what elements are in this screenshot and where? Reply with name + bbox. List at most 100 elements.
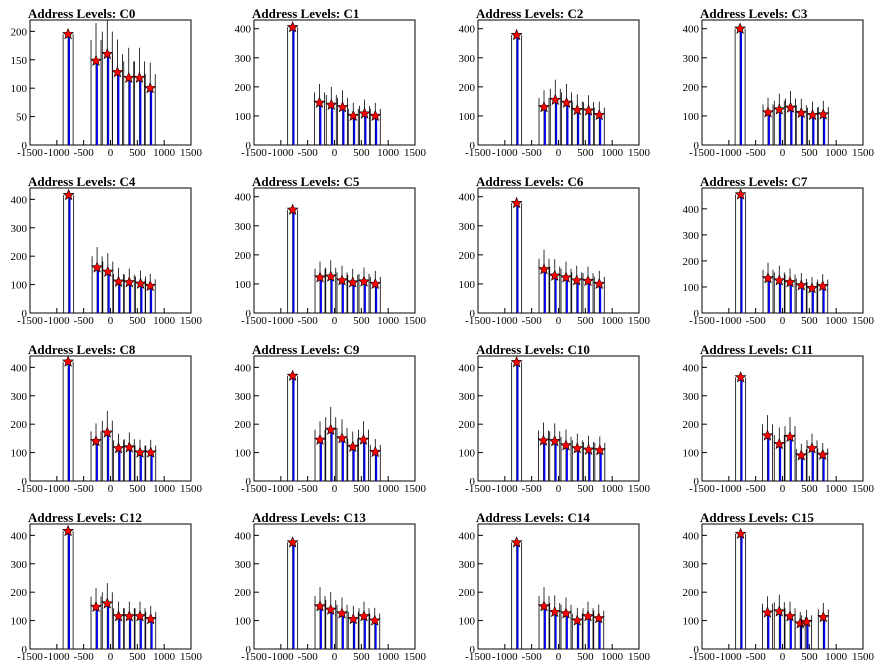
x-tick-label: -1000 [492, 483, 518, 495]
x-tick-label: 1000 [601, 315, 624, 327]
peak-star-marker [101, 265, 114, 277]
x-tick-label: 500 [577, 483, 594, 495]
x-tick-label: 1500 [628, 315, 651, 327]
peak-star-marker [314, 271, 327, 283]
y-tick-label: 0 [470, 476, 476, 488]
x-tick-label: 500 [129, 315, 146, 327]
peak-star-marker [112, 275, 125, 287]
y-tick-label: 100 [11, 280, 28, 292]
y-tick-label: 400 [459, 192, 476, 204]
peak-star-marker [806, 281, 819, 294]
plot-frame [701, 523, 864, 650]
peak-star-marker [582, 104, 595, 116]
x-tick-label: -1500 [17, 315, 43, 327]
y-tick-label: 100 [235, 279, 252, 291]
histogram-panel: Address Levels: C13 0 100 200 300 400 -1500 -10… [224, 504, 448, 672]
peak-star-marker [800, 615, 813, 628]
y-tick-label: 100 [11, 616, 28, 628]
histogram-panel: Address Levels: C9 0 100 200 300 400 -1500 -100… [224, 336, 448, 504]
peak-star-marker [336, 607, 349, 619]
y-tick-label: 100 [459, 448, 476, 460]
x-tick-label: -1500 [465, 651, 491, 663]
y-tick-label: 300 [235, 559, 252, 571]
x-tick-label: 1000 [825, 651, 848, 663]
peak-star-marker [538, 100, 551, 113]
y-tick-label: 400 [235, 24, 252, 36]
x-tick-label: 0 [332, 147, 338, 159]
histogram-panel: Address Levels: C12 0 100 200 300 400 -1500 -10… [0, 504, 224, 672]
peak-star-marker [570, 274, 583, 286]
x-tick-label: -1500 [689, 483, 715, 495]
x-tick-label: -1500 [689, 651, 715, 663]
peak-star-marker [369, 277, 382, 290]
x-tick-label: -1000 [716, 651, 742, 663]
x-tick-label: -500 [74, 651, 95, 663]
x-tick-label: 500 [129, 483, 146, 495]
chart-title: Address Levels: C3 [700, 6, 808, 21]
peak-star-marker [582, 610, 595, 622]
x-tick-label: 1500 [180, 147, 203, 159]
x-tick-label: -1500 [241, 483, 267, 495]
y-tick-label: 0 [470, 308, 476, 320]
y-tick-label: 300 [459, 53, 476, 65]
histogram-panel: Address Levels: C7 0 100 200 300 400 -1500 -100… [672, 168, 896, 336]
y-tick-label: 0 [246, 476, 252, 488]
peak-star-marker [144, 612, 157, 625]
x-tick-label: -1500 [689, 147, 715, 159]
x-tick-label: 1000 [825, 147, 848, 159]
y-tick-label: 100 [11, 448, 28, 460]
x-tick-label: -1000 [268, 651, 294, 663]
y-tick-label: 100 [683, 616, 700, 628]
x-tick-label: -500 [746, 147, 767, 159]
x-tick-label: -1000 [44, 483, 70, 495]
peak-star-marker [358, 107, 371, 119]
x-tick-label: 1500 [404, 483, 427, 495]
peak-star-marker [144, 81, 157, 94]
y-tick-label: 200 [683, 587, 700, 599]
x-tick-label: -1000 [44, 651, 70, 663]
y-tick-label: 0 [694, 644, 700, 656]
y-tick-label: 400 [459, 530, 476, 542]
peak-star-marker [336, 432, 349, 444]
peak-star-marker [144, 446, 157, 458]
peak-star-marker [286, 536, 299, 548]
y-tick-label: 300 [11, 223, 28, 235]
peak-star-marker [773, 274, 786, 286]
x-tick-label: -500 [298, 651, 319, 663]
x-tick-label: -1500 [17, 651, 43, 663]
y-tick-label: 200 [683, 256, 700, 268]
peak-star-marker [314, 600, 327, 612]
y-tick-label: 300 [459, 559, 476, 571]
y-tick-label: 100 [683, 282, 700, 294]
peak-star-marker [762, 106, 775, 118]
y-tick-label: 200 [235, 250, 252, 262]
chart-title: Address Levels: C11 [700, 342, 814, 357]
y-tick-label: 400 [459, 362, 476, 374]
histogram-plot: 0 100 200 300 400 -1500 -1000 -500 0 500 1000 1500 [683, 355, 875, 495]
y-tick-label: 0 [22, 644, 28, 656]
peak-star-marker [817, 108, 830, 120]
x-tick-label: -500 [298, 147, 319, 159]
peak-star-marker [571, 614, 584, 626]
y-tick-label: 0 [22, 476, 28, 488]
x-tick-label: -1500 [465, 147, 491, 159]
peak-star-marker [549, 93, 562, 106]
peak-star-marker [773, 103, 786, 115]
chart-title: Address Levels: C6 [476, 174, 584, 189]
x-tick-label: 1000 [377, 651, 400, 663]
peak-star-marker [358, 610, 371, 622]
y-tick-label: 300 [11, 391, 28, 403]
x-tick-label: 0 [556, 651, 562, 663]
y-tick-label: 100 [459, 616, 476, 628]
histogram-plot: 0 100 200 300 400 -1500 -1000 -500 0 500 1000 1500 [459, 523, 651, 663]
y-tick-label: 200 [11, 587, 28, 599]
chart-title: Address Levels: C13 [252, 510, 366, 525]
x-tick-label: -1000 [268, 315, 294, 327]
y-tick-label: 200 [11, 26, 28, 38]
y-tick-label: 400 [11, 194, 28, 206]
histogram-panel: Address Levels: C11 0 100 200 300 400 -1500 -10… [672, 336, 896, 504]
y-tick-label: 0 [694, 140, 700, 152]
peak-star-marker [336, 100, 349, 113]
peak-star-marker [538, 600, 551, 612]
histogram-panel: Address Levels: C6 0 100 200 300 400 -1500 -100… [448, 168, 672, 336]
